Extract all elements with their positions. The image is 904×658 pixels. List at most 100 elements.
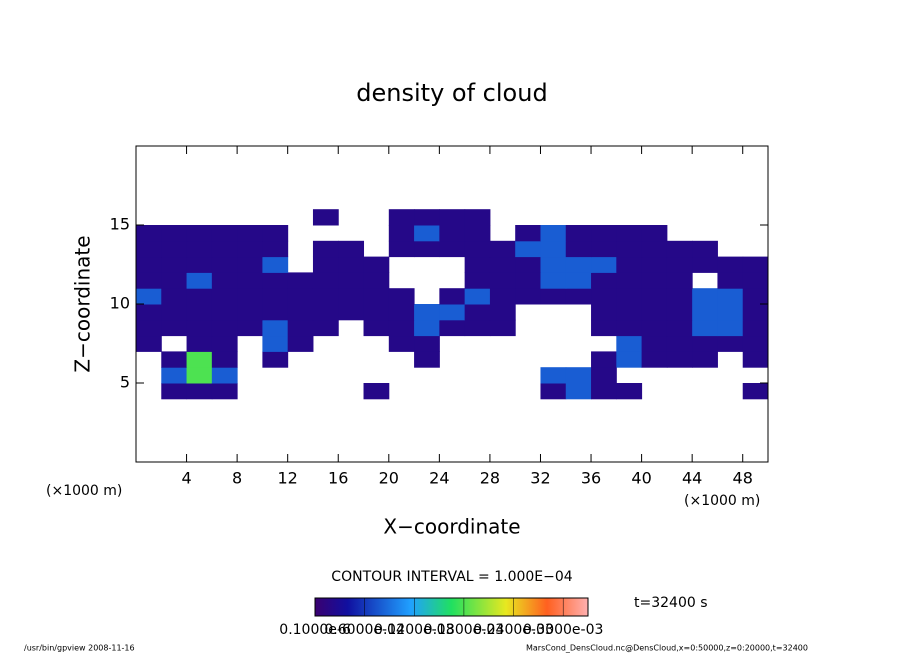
cell <box>136 288 162 305</box>
cell <box>464 319 491 337</box>
cell <box>237 272 263 289</box>
cell <box>363 272 390 289</box>
cell <box>692 351 718 368</box>
x-tick-label: 4 <box>181 469 191 488</box>
cell <box>464 304 491 321</box>
cell <box>591 225 617 242</box>
cell <box>439 240 466 258</box>
cell <box>692 319 718 337</box>
cell <box>717 288 744 305</box>
cell <box>136 225 162 242</box>
cell <box>616 351 643 368</box>
colorbar-label: 0.1000e-6 <box>279 622 351 638</box>
cell <box>287 272 314 289</box>
cell <box>262 256 289 273</box>
cell <box>186 319 213 337</box>
cell <box>161 240 188 258</box>
cell <box>742 256 769 273</box>
cell <box>616 272 643 289</box>
cell <box>540 367 567 384</box>
cell <box>338 256 365 273</box>
cell <box>742 351 769 368</box>
cell <box>641 335 668 352</box>
cell <box>742 335 769 352</box>
cell <box>565 383 592 400</box>
cell <box>591 272 617 289</box>
cell <box>616 225 643 242</box>
x-tick-label: 44 <box>682 469 702 488</box>
cell <box>237 304 263 321</box>
cell <box>666 240 693 258</box>
cell <box>515 225 541 242</box>
chart-title: density of cloud <box>356 79 547 107</box>
cell <box>161 383 188 400</box>
cell <box>388 240 415 258</box>
cell <box>262 288 289 305</box>
colorbar-label: 0.6000e-04 <box>324 622 405 638</box>
cell <box>641 240 668 258</box>
cell <box>616 288 643 305</box>
cell <box>666 351 693 368</box>
cell <box>136 256 162 273</box>
cell <box>388 319 415 337</box>
cell <box>666 319 693 337</box>
cell <box>616 335 643 352</box>
cell <box>565 225 592 242</box>
cell <box>666 335 693 352</box>
cell <box>540 272 567 289</box>
cell <box>287 335 314 352</box>
cell <box>565 288 592 305</box>
cell <box>641 319 668 337</box>
cell <box>262 272 289 289</box>
cell <box>489 256 516 273</box>
cell <box>616 319 643 337</box>
cell <box>489 288 516 305</box>
cell <box>237 256 263 273</box>
cell <box>439 319 466 337</box>
cell <box>287 304 314 321</box>
cell <box>186 335 213 352</box>
cell <box>439 288 466 305</box>
cell <box>312 209 339 226</box>
cell <box>414 351 440 368</box>
cell <box>616 383 643 400</box>
cell <box>742 272 769 289</box>
cell <box>237 319 263 337</box>
cell <box>186 225 213 242</box>
cell <box>565 272 592 289</box>
cell <box>616 256 643 273</box>
cell <box>161 225 188 242</box>
cell <box>591 288 617 305</box>
cell <box>363 288 390 305</box>
cell <box>136 335 162 352</box>
cell <box>489 304 516 321</box>
cell <box>312 272 339 289</box>
cell <box>161 367 188 384</box>
colorbar <box>314 597 589 617</box>
cell <box>414 335 440 352</box>
cell <box>641 225 668 242</box>
cell <box>338 288 365 305</box>
cell <box>515 272 541 289</box>
x-tick-label: 16 <box>328 469 348 488</box>
footer-right: MarsCond_DensCloud.nc@DensCloud,x=0:5000… <box>526 644 808 653</box>
y-axis-label: Z−coordinate <box>71 235 95 372</box>
cell <box>186 256 213 273</box>
x-tick-label: 20 <box>379 469 399 488</box>
cell <box>287 288 314 305</box>
cell <box>717 304 744 321</box>
colorbar-label: 0.3000e-03 <box>523 622 603 638</box>
cell <box>540 240 567 258</box>
x-tick-label: 40 <box>631 469 651 488</box>
x-tick-label: 36 <box>581 469 601 488</box>
cell <box>388 288 415 305</box>
cell <box>515 240 541 258</box>
cell <box>363 256 390 273</box>
cell <box>262 225 289 242</box>
x-axis-label: X−coordinate <box>383 515 520 539</box>
cell <box>211 304 238 321</box>
cell <box>312 319 339 337</box>
cell <box>641 256 668 273</box>
cell <box>211 335 238 352</box>
cell <box>388 335 415 352</box>
